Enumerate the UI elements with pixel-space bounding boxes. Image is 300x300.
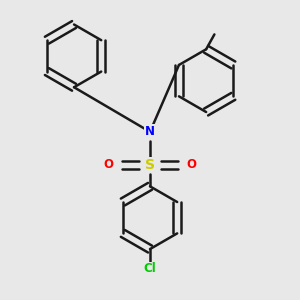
Text: N: N — [145, 125, 155, 138]
Text: S: S — [145, 158, 155, 172]
Text: Cl: Cl — [144, 262, 156, 275]
Text: O: O — [104, 158, 114, 171]
Text: O: O — [186, 158, 196, 171]
